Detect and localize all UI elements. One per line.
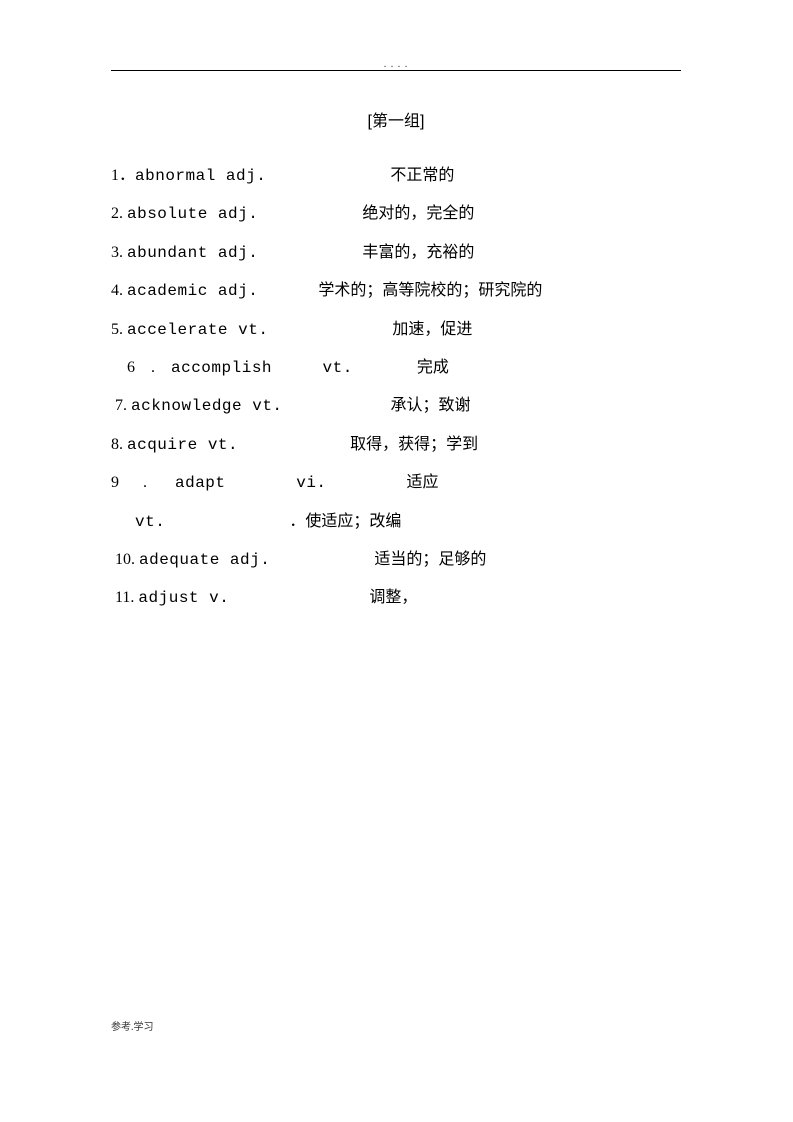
entry-num: 6 . (111, 359, 171, 376)
header-rule: . . . . (111, 70, 681, 71)
entry-num: 11. (111, 589, 138, 606)
entry-definition: 完成 (417, 359, 449, 376)
entry-num: 7. (111, 397, 131, 414)
entry-spacer (238, 436, 350, 453)
entry-definition: 承认；致谢 (391, 397, 471, 414)
entry-definition: 加速，促进 (392, 321, 472, 338)
entry-definition: 适当的；足够的 (374, 551, 486, 568)
entry-word: adapt vi. (175, 474, 327, 492)
entry-spacer (258, 282, 318, 299)
entry-definition: 丰富的，充裕的 (362, 244, 474, 261)
entry-word: acknowledge vt. (131, 397, 283, 415)
entry-num: 1． (111, 167, 135, 184)
entry-definition: ．使适应；改编 (289, 513, 401, 530)
entry-num (111, 513, 135, 530)
entry-word: academic adj. (127, 282, 258, 300)
entry-num: 9 . (111, 474, 175, 491)
entry-num: 5. (111, 321, 127, 338)
entry-definition: 绝对的，完全的 (362, 205, 474, 222)
entry-spacer (327, 474, 407, 491)
entry-word: vt. (135, 513, 165, 531)
entry-definition: 适应 (407, 474, 439, 491)
vocab-paragraph: 1．abnormal adj. 不正常的 2. absolute adj. 绝对… (111, 157, 681, 618)
entry-spacer (268, 321, 392, 338)
entry-definition: 调整， (369, 589, 417, 606)
entry-spacer (258, 244, 362, 261)
entry-spacer (258, 205, 362, 222)
entry-word: accelerate vt. (127, 321, 268, 339)
entry-spacer (353, 359, 417, 376)
entry-spacer (283, 397, 391, 414)
entry-spacer (266, 167, 390, 184)
entry-definition: 学术的；高等院校的；研究院的 (318, 282, 542, 299)
vocabulary-list: 1．abnormal adj. 不正常的 2. absolute adj. 绝对… (111, 157, 681, 618)
group-title: [第一组] (111, 107, 681, 131)
entry-num: 3. (111, 244, 127, 261)
entry-word: adequate adj. (139, 551, 270, 569)
entry-word: adjust v. (138, 589, 229, 607)
entry-word: acquire vt. (127, 436, 238, 454)
entry-definition: 取得，获得；学到 (350, 436, 478, 453)
entry-word: abnormal adj. (135, 167, 266, 185)
entry-num: 4. (111, 282, 127, 299)
entry-spacer (229, 589, 369, 606)
entry-num: 8. (111, 436, 127, 453)
entry-num: 10. (111, 551, 139, 568)
entry-word: accomplish vt. (171, 359, 353, 377)
page-container: . . . . [第一组] 1．abnormal adj. 不正常的 2. ab… (111, 70, 681, 618)
entry-spacer (165, 513, 289, 530)
entry-definition: 不正常的 (390, 167, 454, 184)
header-dots: . . . . (111, 59, 681, 70)
entry-spacer (270, 551, 374, 568)
page-footer: 参考.学习 (111, 1018, 154, 1033)
entry-word: abundant adj. (127, 244, 258, 262)
entry-num: 2. (111, 205, 127, 222)
entry-word: absolute adj. (127, 205, 258, 223)
